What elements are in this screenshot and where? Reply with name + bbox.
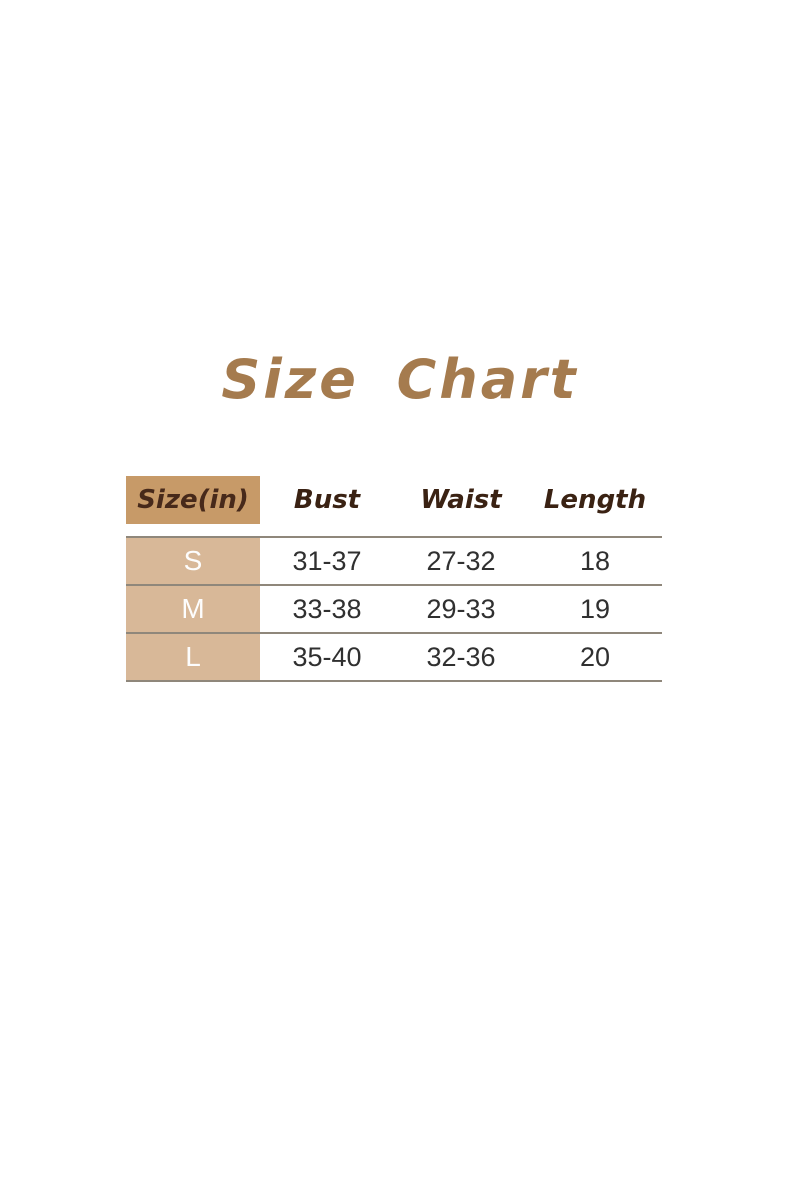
cell-m-waist: 29-33 [426, 593, 496, 624]
cell-s-waist: 27-32 [426, 545, 496, 576]
header-body-gap [126, 524, 662, 536]
cell-m-length: 19 [579, 593, 611, 624]
header-cell-size: Size(in) [126, 476, 260, 524]
table-row-m: M 33-38 29-33 19 [126, 584, 662, 632]
row-label-s: S [126, 538, 260, 584]
cell-l-bust: 35-40 [292, 641, 362, 672]
table-header-row: Size(in) Bust Waist Length [126, 476, 662, 524]
cell-l-waist: 32-36 [426, 641, 496, 672]
header-cell-bust: Bust [293, 485, 361, 515]
cell-l-length: 20 [579, 641, 611, 672]
table-row-l: L 35-40 32-36 20 [126, 632, 662, 680]
table-body: S 31-37 27-32 18 M 33-38 29-33 19 L 35-4… [126, 536, 662, 682]
row-label-m: M [126, 586, 260, 632]
cell-s-length: 18 [579, 545, 611, 576]
cell-m-bust: 33-38 [292, 593, 362, 624]
size-table: Size(in) Bust Waist Length S 31-37 27-32… [126, 476, 662, 682]
row-label-l: L [126, 634, 260, 680]
table-row-s: S 31-37 27-32 18 [126, 536, 662, 584]
cell-s-bust: 31-37 [292, 545, 362, 576]
header-cell-waist: Waist [420, 485, 502, 515]
header-cell-length: Length [543, 485, 647, 515]
page-title: Size Chart [221, 348, 579, 411]
